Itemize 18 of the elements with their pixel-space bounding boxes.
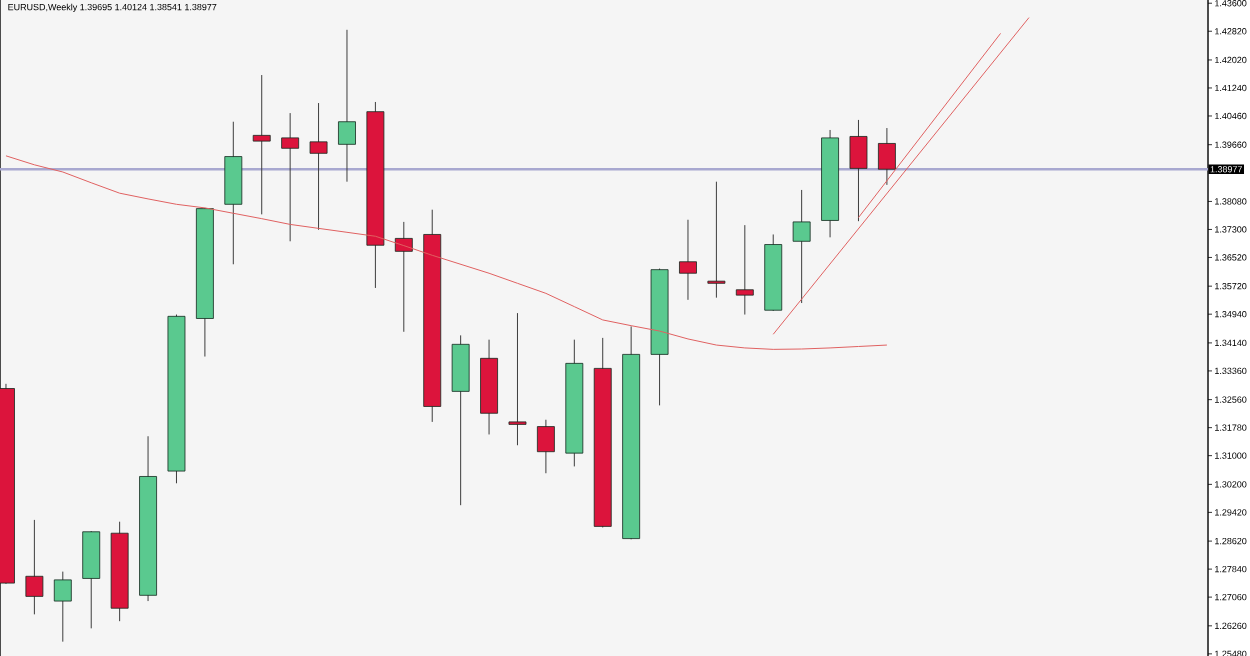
candlestick xyxy=(735,224,754,316)
candlestick xyxy=(679,219,697,301)
candlestick xyxy=(309,102,328,231)
candlestick xyxy=(25,519,44,615)
candlestick xyxy=(451,334,470,506)
candlestick xyxy=(252,74,271,215)
candlestick xyxy=(224,121,243,265)
candlestick xyxy=(508,312,527,446)
candlestick xyxy=(849,119,868,222)
candlestick xyxy=(53,571,72,643)
candlestick xyxy=(338,29,356,183)
candlestick xyxy=(536,419,555,474)
candlestick xyxy=(281,112,300,242)
candlestick xyxy=(394,221,413,333)
candlestick xyxy=(82,530,101,629)
candlestick xyxy=(707,181,726,299)
candlestick xyxy=(792,189,811,304)
candlestick xyxy=(877,127,896,186)
